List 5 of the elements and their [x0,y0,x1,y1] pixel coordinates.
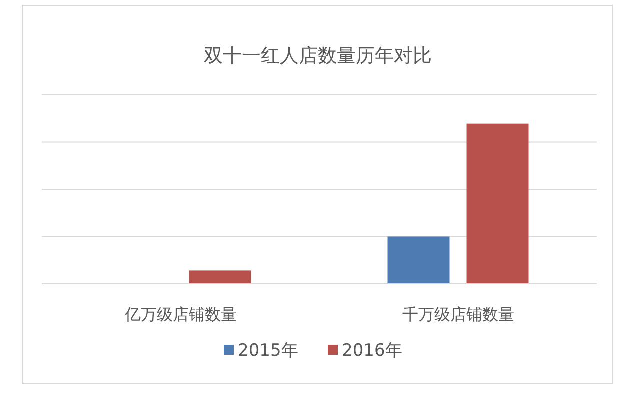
legend-label: 2015年 [238,341,298,361]
x-tick-label: 千万级店铺数量 [402,305,514,324]
chart-title: 双十一红人店数量历年对比 [204,45,432,67]
x-tick-label: 亿万级店铺数量 [124,305,237,324]
legend-label: 2016年 [342,341,402,361]
